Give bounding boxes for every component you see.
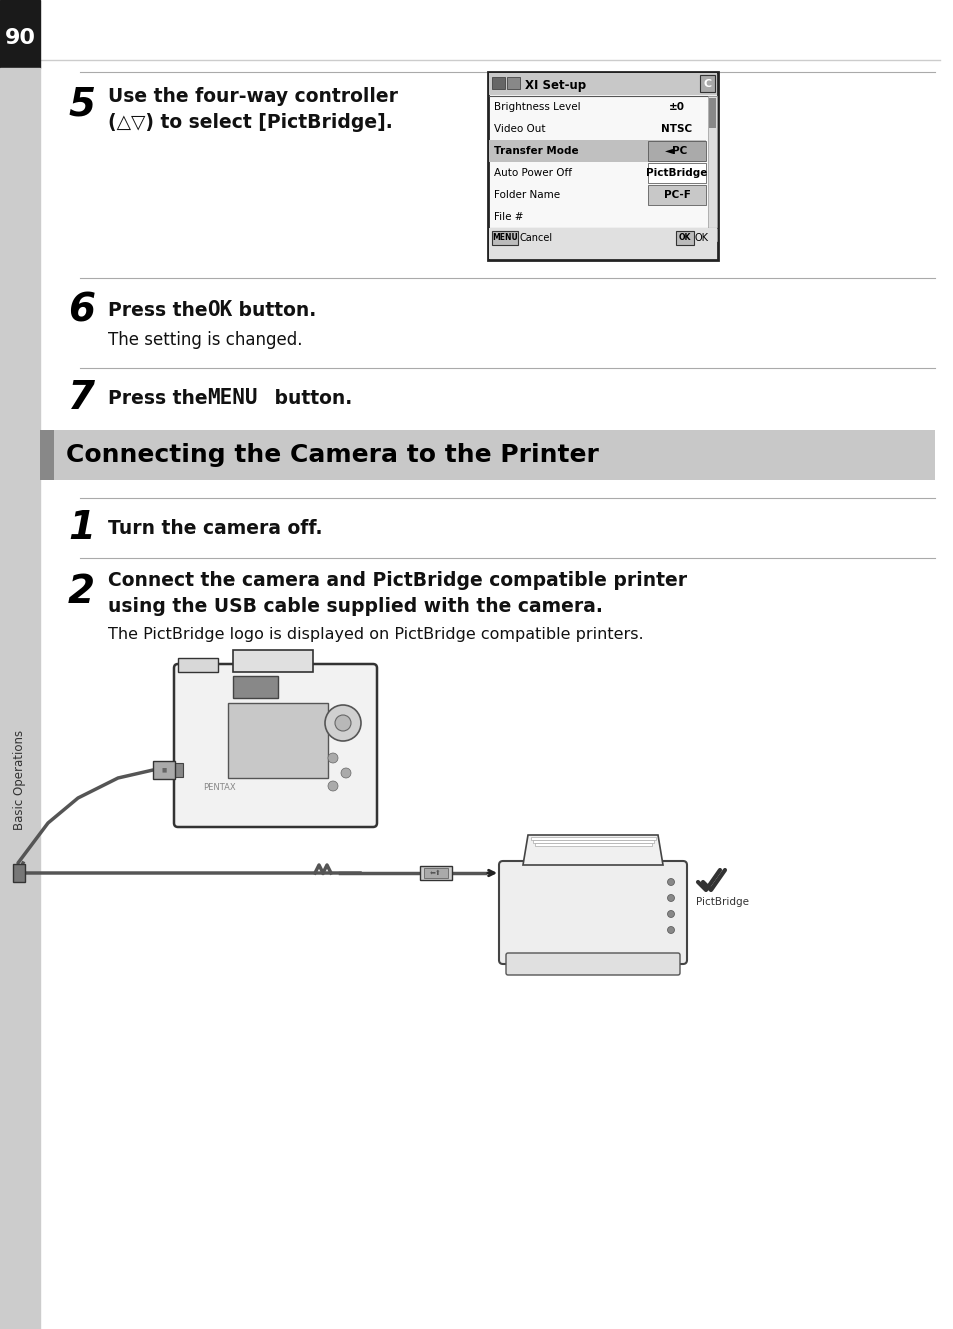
Text: 7: 7: [68, 379, 95, 417]
Text: Auto Power Off: Auto Power Off: [494, 167, 572, 178]
Bar: [533, 840, 654, 843]
Text: Folder Name: Folder Name: [494, 190, 559, 199]
Text: PictBridge: PictBridge: [645, 167, 707, 178]
Bar: [489, 73, 717, 94]
Bar: [647, 141, 705, 161]
Bar: [233, 650, 313, 672]
Text: 2: 2: [68, 573, 95, 611]
Circle shape: [667, 926, 674, 933]
Text: Turn the camera off.: Turn the camera off.: [108, 518, 322, 537]
Text: OK: OK: [695, 233, 708, 243]
Bar: [489, 229, 717, 259]
Text: Video Out: Video Out: [494, 124, 545, 134]
Bar: [13, 864, 25, 882]
Bar: [647, 185, 705, 205]
Bar: [506, 77, 519, 89]
Text: button.: button.: [232, 300, 315, 319]
Text: C: C: [702, 78, 711, 89]
Text: ■: ■: [161, 768, 167, 772]
Text: ±0: ±0: [668, 102, 684, 112]
Bar: [535, 843, 651, 847]
Text: Connect the camera and PictBridge compatible printer: Connect the camera and PictBridge compat…: [108, 571, 686, 590]
Bar: [492, 231, 517, 245]
Bar: [708, 98, 716, 128]
Text: ⬅⬆: ⬅⬆: [430, 870, 441, 876]
Bar: [676, 231, 693, 245]
Bar: [0, 0, 40, 68]
Circle shape: [325, 704, 360, 742]
Circle shape: [328, 754, 337, 763]
Text: using the USB cable supplied with the camera.: using the USB cable supplied with the ca…: [108, 597, 602, 615]
Text: PictBridge: PictBridge: [696, 897, 748, 906]
Circle shape: [335, 715, 351, 731]
Circle shape: [667, 910, 674, 917]
Circle shape: [667, 894, 674, 901]
Text: The setting is changed.: The setting is changed.: [108, 331, 302, 350]
Text: The PictBridge logo is displayed on PictBridge compatible printers.: The PictBridge logo is displayed on Pict…: [108, 627, 643, 642]
Text: 6: 6: [68, 291, 95, 330]
Bar: [647, 163, 705, 183]
Bar: [419, 867, 452, 880]
Text: NTSC: NTSC: [660, 124, 692, 134]
Bar: [172, 763, 183, 777]
Text: 1: 1: [68, 509, 95, 548]
FancyBboxPatch shape: [505, 953, 679, 975]
Text: 90: 90: [5, 28, 35, 48]
Text: XⅠ Set-up: XⅠ Set-up: [524, 78, 585, 92]
Polygon shape: [522, 835, 662, 865]
Bar: [423, 868, 448, 878]
Bar: [707, 96, 717, 241]
Bar: [152, 762, 174, 779]
Text: PC-F: PC-F: [663, 190, 690, 199]
Text: Transfer Mode: Transfer Mode: [494, 146, 578, 155]
Text: Cancel: Cancel: [519, 233, 553, 243]
Bar: [40, 431, 934, 480]
FancyBboxPatch shape: [498, 861, 686, 964]
Circle shape: [667, 878, 674, 885]
Text: Brightness Level: Brightness Level: [494, 102, 580, 112]
Text: MENU: MENU: [492, 234, 517, 242]
Text: File #: File #: [494, 213, 523, 222]
Text: Use the four-way controller: Use the four-way controller: [108, 88, 397, 106]
Text: OK: OK: [207, 300, 232, 320]
Text: button.: button.: [268, 388, 352, 408]
Bar: [0, 68, 40, 1329]
Circle shape: [340, 768, 351, 777]
Text: Press the: Press the: [108, 300, 213, 319]
Text: Connecting the Camera to the Printer: Connecting the Camera to the Printer: [66, 443, 598, 466]
Circle shape: [328, 781, 337, 791]
Bar: [228, 703, 328, 777]
Bar: [178, 658, 218, 672]
Bar: [492, 77, 504, 89]
Bar: [489, 140, 705, 162]
Bar: [531, 837, 656, 840]
Bar: [488, 72, 718, 260]
FancyBboxPatch shape: [173, 664, 376, 827]
Text: 5: 5: [68, 86, 95, 124]
Bar: [40, 431, 54, 480]
Text: ◄PC: ◄PC: [664, 146, 688, 155]
Bar: [700, 74, 714, 92]
Text: OK: OK: [679, 234, 691, 242]
Bar: [233, 676, 277, 698]
Text: Basic Operations: Basic Operations: [13, 730, 27, 831]
Text: MENU: MENU: [207, 388, 257, 408]
Text: Press the: Press the: [108, 388, 213, 408]
Text: PENTAX: PENTAX: [203, 784, 235, 792]
Text: (△▽) to select [PictBridge].: (△▽) to select [PictBridge].: [108, 113, 393, 132]
